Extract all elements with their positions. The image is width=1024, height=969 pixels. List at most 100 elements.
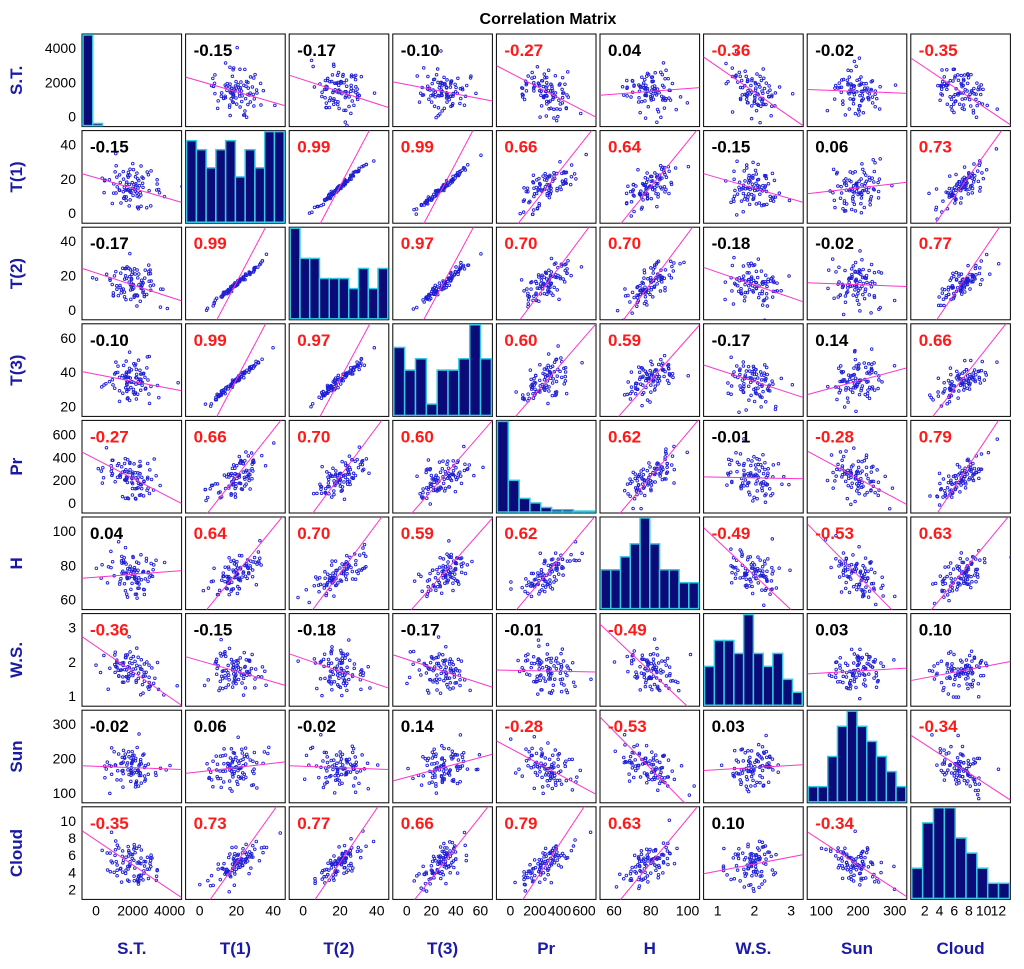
correlation-label: -0.18 [297, 621, 336, 640]
correlation-label: 0.59 [401, 524, 434, 543]
histogram-bar [426, 404, 437, 415]
correlation-label: -0.17 [90, 234, 129, 253]
correlation-label: -0.15 [194, 621, 233, 640]
histogram-bar [83, 35, 93, 126]
correlation-label: 0.64 [194, 524, 228, 543]
y-tick-label: 200 [53, 472, 77, 488]
correlation-label: -0.15 [194, 41, 233, 60]
histogram-bar [226, 141, 236, 223]
panel-4-6: -0.01 [704, 420, 804, 513]
correlation-label: 0.60 [401, 427, 434, 446]
panel-0-8: -0.35 [911, 34, 1011, 127]
histogram-bar [187, 141, 197, 223]
y-tick-label: 0 [68, 495, 76, 511]
correlation-label: 0.66 [504, 138, 537, 157]
histogram-bar [359, 268, 369, 318]
scatter-point [1010, 556, 1013, 559]
panel-5-0: 0.04 [82, 517, 182, 610]
correlation-label: -0.17 [297, 41, 336, 60]
panel-0-2: -0.17 [289, 34, 389, 127]
row-label: T(3) [7, 355, 26, 386]
y-tick-label: 0 [68, 109, 76, 125]
correlation-label: 0.66 [194, 427, 227, 446]
correlation-label: 0.70 [297, 524, 330, 543]
panel-4-4 [496, 420, 596, 513]
histogram-bar [339, 279, 349, 319]
panel-5-5 [600, 517, 700, 610]
panel-2-0: -0.17 [82, 227, 182, 320]
histogram-bar [378, 268, 388, 318]
panel-1-0: -0.15 [82, 131, 183, 224]
y-tick-label: 2000 [45, 74, 76, 90]
panel-6-0: -0.36 [82, 614, 182, 707]
row-label: S.T. [7, 66, 26, 95]
histogram-bar [530, 503, 541, 512]
histogram-bar [196, 150, 206, 222]
panel-1-7: 0.06 [807, 131, 907, 224]
y-tick-label: 100 [53, 523, 77, 539]
histogram-bar [235, 177, 245, 222]
chart-title: Correlation Matrix [480, 11, 617, 28]
histogram-bar [552, 510, 563, 512]
histogram-bar [679, 583, 689, 609]
y-tick-label: 400 [53, 449, 77, 465]
correlation-label: 0.77 [919, 234, 952, 253]
correlation-label: 0.97 [401, 234, 434, 253]
panel-1-6: -0.15 [704, 131, 804, 224]
histogram-bar [541, 507, 552, 512]
y-tick-label: 20 [60, 398, 76, 414]
panel-6-2: -0.18 [289, 614, 389, 707]
correlation-label: -0.01 [712, 427, 751, 446]
panel-2-7: -0.02 [807, 227, 907, 320]
panel-0-0 [82, 34, 182, 127]
panel-frame [82, 34, 182, 127]
y-tick-label: 60 [60, 330, 76, 346]
panel-5-7: -0.53 [807, 517, 907, 625]
y-tick-label: 20 [60, 268, 76, 284]
y-tick-label: 20 [60, 171, 76, 187]
y-tick-label: 40 [60, 364, 76, 380]
correlation-label: 0.59 [608, 331, 641, 350]
correlation-label: 0.04 [90, 524, 124, 543]
histogram-bar [621, 557, 631, 609]
correlation-label: 0.64 [608, 138, 642, 157]
correlation-label: -0.15 [712, 138, 751, 157]
histogram-bar [601, 570, 611, 609]
histogram-bar [216, 150, 226, 222]
correlation-label: -0.49 [712, 524, 751, 543]
histogram-bar [415, 359, 426, 416]
histogram-bar [206, 168, 216, 222]
histogram-bar [660, 570, 670, 609]
correlation-label: 0.62 [504, 524, 537, 543]
correlation-label: -0.53 [815, 524, 854, 543]
histogram-bar [481, 359, 492, 416]
panel-0-7: -0.02 [807, 34, 907, 127]
correlation-label: -0.18 [712, 234, 751, 253]
histogram-bar [394, 347, 405, 415]
correlation-label: -0.28 [815, 427, 854, 446]
y-tick-label: 40 [60, 137, 76, 153]
histogram-bar [93, 123, 103, 125]
correlation-label: 0.99 [297, 138, 330, 157]
y-tick-label: 0 [68, 302, 76, 318]
panel-4-0: -0.27 [82, 420, 182, 513]
correlation-label: -0.35 [919, 41, 958, 60]
panel-2-2 [289, 227, 389, 320]
histogram-bar [448, 370, 459, 415]
correlation-label: 0.70 [504, 234, 537, 253]
correlation-label: -0.02 [815, 234, 854, 253]
histogram-bar [245, 150, 255, 222]
histogram-bar [290, 228, 300, 319]
correlation-label: 0.06 [815, 138, 848, 157]
panel-0-5: 0.04 [600, 34, 700, 127]
histogram-bar [265, 132, 275, 223]
histogram-bar [630, 544, 640, 609]
correlation-label: 0.99 [194, 234, 227, 253]
correlation-label: -0.27 [504, 41, 543, 60]
correlation-label: -0.17 [712, 331, 751, 350]
histogram-bar [405, 370, 416, 415]
y-tick-label: 600 [53, 426, 77, 442]
correlation-label: 0.14 [815, 331, 849, 350]
correlation-label: -0.02 [815, 41, 854, 60]
